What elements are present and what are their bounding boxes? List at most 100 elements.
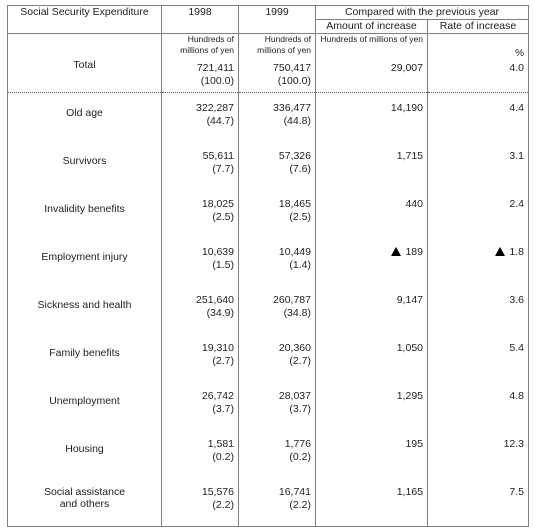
value-1998: 721,411 (100.0) xyxy=(161,59,239,93)
value-1998-share: (44.7) xyxy=(206,115,234,127)
value-1999-share: (0.2) xyxy=(289,451,311,463)
value-1999-share: (44.8) xyxy=(283,115,311,127)
value-1998-amount: 26,742 xyxy=(201,390,234,402)
increase-amount-value: 29,007 xyxy=(390,62,423,74)
value-1998: 1,581 (0.2) xyxy=(161,435,239,483)
increase-rate-value: 1.8 xyxy=(509,246,525,258)
increase-rate: 1.8 xyxy=(426,243,530,291)
value-1998-amount: 15,576 xyxy=(201,486,234,498)
increase-rate: 2.4 xyxy=(426,195,530,243)
row-label-text: Housing xyxy=(65,443,104,455)
value-1999-amount: 18,465 xyxy=(278,198,311,210)
value-1999-amount: 10,449 xyxy=(278,246,311,258)
value-1999-amount: 28,037 xyxy=(278,390,311,402)
header-expenditure-label: Social Security Expenditure xyxy=(20,6,149,19)
value-1998: 10,639 (1.5) xyxy=(161,243,239,291)
value-1998-share: (34.9) xyxy=(206,307,234,319)
social-security-table: Social Security Expenditure 1998 1999 Co… xyxy=(7,5,530,527)
increase-amount-value: 1,715 xyxy=(396,150,423,162)
value-1998-amount: 251,640 xyxy=(196,294,234,306)
increase-rate-value: 5.4 xyxy=(509,342,525,354)
value-1999-share: (3.7) xyxy=(289,403,311,415)
table-row: Family benefits 19,310 (2.7) 20,360 (2.7) 1,0… xyxy=(7,339,530,387)
increase-amount: 9,147 xyxy=(315,291,428,339)
value-1999: 10,449 (1.4) xyxy=(238,243,316,291)
increase-amount: 1,165 xyxy=(315,483,428,527)
value-1999: 336,477 (44.8) xyxy=(238,99,316,147)
units-1999: Hundreds of millions of yen xyxy=(238,33,316,59)
value-1999-share: (7.6) xyxy=(289,163,311,175)
table-row: Survivors 55,611 (7.7) 57,326 (7.6) 1,715 3.1 xyxy=(7,147,530,195)
value-1998-amount: 18,025 xyxy=(201,198,234,210)
increase-rate-value: 2.4 xyxy=(509,198,525,210)
row-label: Total xyxy=(7,59,162,93)
value-1999-share: (2.2) xyxy=(289,499,311,511)
row-label: Old age xyxy=(7,99,162,147)
increase-amount: 1,295 xyxy=(315,387,428,435)
increase-rate-value: 3.6 xyxy=(509,294,525,306)
value-1998: 26,742 (3.7) xyxy=(161,387,239,435)
header-compared-group: Compared with the previous year xyxy=(314,5,530,20)
row-label-text: Family benefits xyxy=(49,347,120,359)
increase-amount-value: 440 xyxy=(405,198,423,210)
increase-rate: 5.4 xyxy=(426,339,530,387)
value-1999-share: (1.4) xyxy=(289,259,311,271)
increase-rate: 12.3 xyxy=(426,435,530,483)
increase-rate-value: 4.0 xyxy=(509,62,525,74)
total-row: Total 721,411 (100.0) 750,417 (100.0) 29,007 4… xyxy=(7,59,530,93)
increase-amount-value: 189 xyxy=(405,246,423,258)
value-1998-amount: 55,611 xyxy=(202,150,234,162)
row-label-text: Survivors xyxy=(62,155,107,167)
value-1999-amount: 57,326 xyxy=(278,150,311,162)
value-1999-share: (100.0) xyxy=(277,75,311,87)
table-row: Invalidity benefits 18,025 (2.5) 18,465 (2.5… xyxy=(7,195,530,243)
value-1998-share: (7.7) xyxy=(212,163,234,175)
value-1999-amount: 336,477 xyxy=(273,102,311,114)
value-1999-amount: 16,741 xyxy=(278,486,311,498)
spacer-row xyxy=(7,92,530,99)
table-row: Social assistance and others 15,576 (2.2) 1… xyxy=(7,483,530,527)
value-1999: 20,360 (2.7) xyxy=(238,339,316,387)
increase-amount-value: 14,190 xyxy=(390,102,423,114)
decrease-triangle-icon xyxy=(391,247,402,256)
value-1998-share: (0.2) xyxy=(212,451,234,463)
value-1998: 322,287 (44.7) xyxy=(161,99,239,147)
value-1998-share: (2.7) xyxy=(212,355,234,367)
value-1998-share: (3.7) xyxy=(212,403,234,415)
units-amount: Hundreds of millions of yen xyxy=(315,33,428,59)
increase-rate: 7.5 xyxy=(426,483,530,527)
increase-rate: 4.4 xyxy=(426,99,530,147)
table-row: Employment injury 10,639 (1.5) 10,449 (1.4) 1… xyxy=(7,243,530,291)
value-1998-share: (2.5) xyxy=(212,211,234,223)
value-1999: 57,326 (7.6) xyxy=(238,147,316,195)
header-1999: 1999 xyxy=(238,5,316,34)
value-1999-amount: 20,360 xyxy=(278,342,311,354)
value-1998-amount: 19,310 xyxy=(201,342,234,354)
value-1998-amount: 721,411 xyxy=(196,62,234,74)
units-empty xyxy=(7,33,162,59)
value-1999: 18,465 (2.5) xyxy=(238,195,316,243)
increase-amount-value: 9,147 xyxy=(396,294,423,306)
value-1999: 750,417 (100.0) xyxy=(238,59,316,93)
increase-rate: 3.6 xyxy=(426,291,530,339)
header-expenditure: Social Security Expenditure xyxy=(7,5,162,34)
row-label: Unemployment xyxy=(7,387,162,435)
increase-amount: 1,050 xyxy=(315,339,428,387)
row-label-text: Unemployment xyxy=(49,395,120,407)
increase-amount-value: 195 xyxy=(405,438,423,450)
increase-rate: 3.1 xyxy=(426,147,530,195)
row-label-text: Total xyxy=(73,59,96,71)
row-label: Sickness and health xyxy=(7,291,162,339)
increase-amount: 29,007 xyxy=(315,59,428,93)
value-1998-share: (1.5) xyxy=(212,259,234,271)
row-label-text: Invalidity benefits xyxy=(44,203,125,215)
table-row: Unemployment 26,742 (3.7) 28,037 (3.7) 1,295 4… xyxy=(7,387,530,435)
row-label: Survivors xyxy=(7,147,162,195)
value-1998-amount: 10,639 xyxy=(201,246,234,258)
decrease-triangle-icon xyxy=(495,247,506,256)
row-label: Employment injury xyxy=(7,243,162,291)
header-1998: 1998 xyxy=(161,5,239,34)
increase-amount-value: 1,165 xyxy=(396,486,423,498)
value-1998: 19,310 (2.7) xyxy=(161,339,239,387)
row-label-text: Old age xyxy=(66,107,103,119)
